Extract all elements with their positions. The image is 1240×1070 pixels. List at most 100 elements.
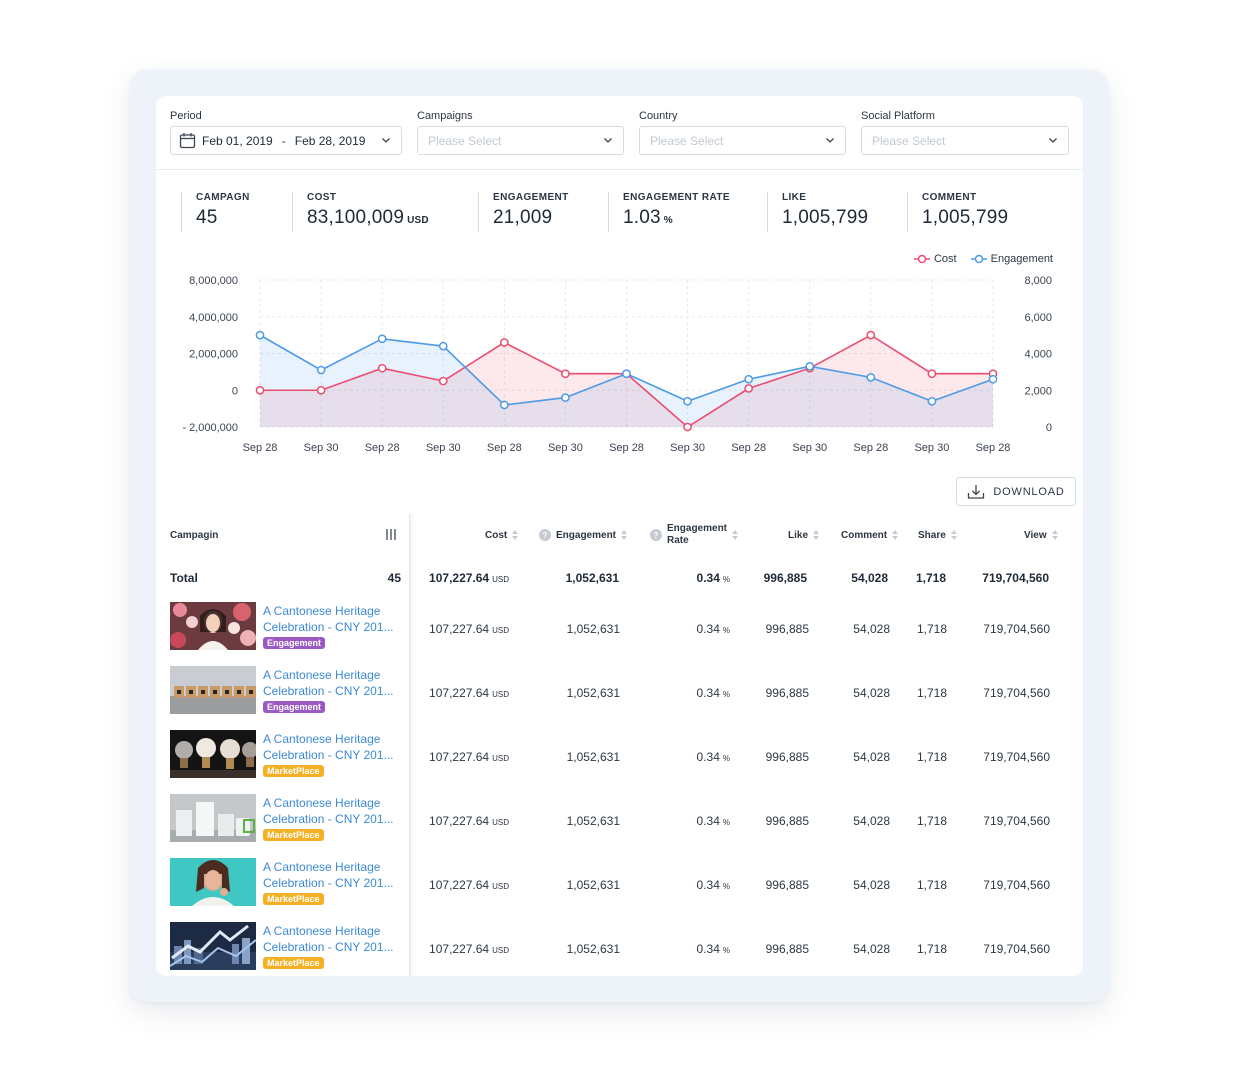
- cell-cost: 107,227.64 USD: [429, 622, 509, 636]
- stat-number: 1,005,799: [922, 207, 1009, 228]
- header-engagement-rate[interactable]: ? Engagement Rate: [650, 514, 739, 556]
- download-button[interactable]: DOWNLOAD: [956, 477, 1076, 506]
- cell-cost-unit: USD: [492, 818, 509, 827]
- stat-engagement: ENGAGEMENT 21,009: [478, 192, 569, 232]
- campaign-cell: A Cantonese Heritage Celebration - CNY 20…: [170, 794, 410, 844]
- header-rate-line2: Rate: [667, 535, 689, 546]
- stat-number: 45: [196, 207, 218, 228]
- campaign-title-link[interactable]: A Cantonese Heritage Celebration - CNY 20…: [263, 859, 408, 891]
- period-label: Period: [170, 110, 202, 122]
- campaigns-label: Campaigns: [417, 110, 473, 122]
- platform-select[interactable]: Please Select: [861, 126, 1069, 155]
- y-right-tick-label: 0: [1046, 422, 1052, 434]
- cell-view: 719,704,560: [983, 622, 1050, 636]
- cell-rate: 0.34%: [697, 750, 730, 764]
- campaign-title-link[interactable]: A Cantonese Heritage Celebration - CNY 20…: [263, 795, 408, 827]
- legend-cost[interactable]: Cost: [913, 253, 957, 265]
- y-left-tick-label: 2,000,000: [189, 349, 238, 361]
- campaign-thumbnail[interactable]: [170, 922, 256, 970]
- cell-share: 1,718: [916, 622, 947, 636]
- header-like[interactable]: Like: [788, 514, 820, 556]
- area-cost: [260, 335, 993, 427]
- x-tick-label: Sep 30: [426, 442, 461, 454]
- point-engagement: [805, 362, 815, 371]
- cell-rate: 0.34%: [697, 878, 730, 892]
- header-view[interactable]: View: [1024, 514, 1058, 556]
- header-share-label: Share: [918, 529, 946, 541]
- cell-rate-unit: %: [722, 882, 730, 891]
- header-rate-line1: Engagement: [667, 523, 728, 534]
- cell-rate-value: 0.34: [696, 942, 720, 956]
- cell-cost-unit: USD: [492, 882, 509, 891]
- header-share[interactable]: Share: [918, 514, 957, 556]
- campaign-title-link[interactable]: A Cantonese Heritage Celebration - CNY 20…: [263, 731, 408, 763]
- cell-rate-unit: %: [722, 754, 730, 763]
- country-placeholder: Please Select: [650, 133, 724, 148]
- y-left-tick-label: 0: [232, 385, 238, 397]
- campaign-thumbnail[interactable]: [170, 794, 256, 842]
- cell-cost: 107,227.64 USD: [429, 686, 509, 700]
- stat-campaign: CAMPAGN 45: [181, 192, 250, 232]
- cell-comment: 54,028: [853, 878, 890, 892]
- total-label: Total: [170, 571, 198, 585]
- campaign-thumbnail[interactable]: [170, 858, 256, 906]
- total-engagement: 1,052,631: [565, 571, 619, 585]
- country-label: Country: [639, 110, 678, 122]
- columns-icon[interactable]: [385, 528, 397, 541]
- campaign-type-badge: Engagement: [263, 701, 326, 713]
- campaign-title-link[interactable]: A Cantonese Heritage Celebration - CNY 20…: [263, 923, 408, 955]
- total-cost: 107,227.64 USD: [429, 571, 509, 585]
- x-tick-label: Sep 28: [731, 442, 766, 454]
- chevron-down-icon: [1049, 138, 1057, 143]
- stat-label: COMMENT: [922, 192, 977, 203]
- legend-engagement-marker: [970, 254, 987, 264]
- campaign-cell: A Cantonese Heritage Celebration - CNY 20…: [170, 922, 410, 972]
- campaign-title-line2: Celebration - CNY 201...: [263, 876, 394, 890]
- header-like-label: Like: [788, 529, 809, 541]
- campaigns-filter: Campaigns Please Select: [417, 110, 624, 155]
- cell-share: 1,718: [916, 814, 947, 828]
- sort-icon: [892, 530, 899, 540]
- period-filter: Period Feb 01, 2019 - Feb 28, 2019: [170, 110, 402, 155]
- period-select[interactable]: Feb 01, 2019 - Feb 28, 2019: [170, 126, 402, 155]
- header-cost-label: Cost: [485, 529, 508, 541]
- stat-cost: COST 83,100,009 USD: [292, 192, 429, 232]
- cell-comment: 54,028: [853, 750, 890, 764]
- cell-cost-value: 107,227.64: [429, 878, 490, 892]
- platform-label: Social Platform: [861, 110, 935, 122]
- x-tick-label: Sep 30: [914, 442, 949, 454]
- legend-engagement[interactable]: Engagement: [970, 253, 1053, 265]
- campaigns-select[interactable]: Please Select: [417, 126, 624, 155]
- total-cost-unit: USD: [492, 575, 509, 584]
- stat-number: 1,005,799: [782, 207, 869, 228]
- stat-unit: USD: [407, 215, 429, 226]
- cell-comment: 54,028: [853, 814, 890, 828]
- header-comment[interactable]: Comment: [841, 514, 899, 556]
- campaign-title-link[interactable]: A Cantonese Heritage Celebration - CNY 20…: [263, 667, 408, 699]
- campaign-thumbnail[interactable]: [170, 666, 256, 714]
- header-engagement[interactable]: ? Engagement: [539, 514, 628, 556]
- cell-rate-value: 0.34: [696, 686, 720, 700]
- header-engagement-rate-label: Engagement Rate: [667, 523, 727, 547]
- stat-value: 1.03%: [623, 207, 730, 229]
- cell-cost-unit: USD: [492, 626, 509, 635]
- header-cost[interactable]: Cost: [485, 514, 519, 556]
- info-icon: ?: [650, 529, 662, 541]
- cell-cost: 107,227.64 USD: [429, 814, 509, 828]
- y-right-tick-label: 8,000: [1024, 275, 1052, 287]
- campaign-type-badge: MarketPlace: [263, 957, 324, 969]
- campaign-title-line1: A Cantonese Heritage: [263, 668, 381, 682]
- cell-engagement: 1,052,631: [566, 814, 620, 828]
- campaign-thumbnail[interactable]: [170, 602, 256, 650]
- campaign-cell: A Cantonese Heritage Celebration - CNY 20…: [170, 602, 410, 652]
- cell-engagement: 1,052,631: [566, 622, 620, 636]
- campaign-title-link[interactable]: A Cantonese Heritage Celebration - CNY 20…: [263, 603, 408, 635]
- sort-icon: [621, 530, 628, 540]
- campaign-column: [156, 514, 410, 976]
- cell-comment: 54,028: [853, 686, 890, 700]
- x-tick-label: Sep 28: [976, 442, 1011, 454]
- header-campaign-label: Campagin: [170, 529, 219, 541]
- campaign-thumbnail[interactable]: [170, 730, 256, 778]
- point-engagement: [438, 341, 448, 351]
- country-select[interactable]: Please Select: [639, 126, 846, 155]
